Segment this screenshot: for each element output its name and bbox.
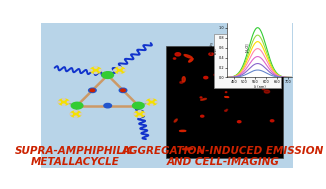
Circle shape <box>70 111 81 117</box>
Ellipse shape <box>214 74 216 75</box>
Circle shape <box>138 116 141 118</box>
Circle shape <box>146 99 157 105</box>
Circle shape <box>155 101 158 103</box>
Circle shape <box>104 103 111 108</box>
FancyBboxPatch shape <box>214 34 281 88</box>
Circle shape <box>143 113 146 115</box>
Ellipse shape <box>204 76 208 79</box>
Ellipse shape <box>180 81 183 83</box>
Ellipse shape <box>184 55 192 58</box>
Circle shape <box>90 70 92 71</box>
Ellipse shape <box>275 72 278 74</box>
Circle shape <box>118 67 121 68</box>
Circle shape <box>71 102 83 109</box>
FancyBboxPatch shape <box>33 18 301 173</box>
Circle shape <box>63 104 65 106</box>
Text: [H₂O]: [H₂O] <box>245 43 249 52</box>
Circle shape <box>79 113 82 115</box>
Circle shape <box>90 67 101 73</box>
Circle shape <box>133 102 144 109</box>
Circle shape <box>138 111 141 112</box>
Ellipse shape <box>237 121 241 123</box>
Circle shape <box>95 72 97 74</box>
Text: METALLACYCLE: METALLACYCLE <box>30 157 119 167</box>
Ellipse shape <box>262 88 265 90</box>
Ellipse shape <box>189 59 193 62</box>
Circle shape <box>58 99 69 105</box>
Ellipse shape <box>225 110 227 111</box>
Circle shape <box>75 111 77 112</box>
Circle shape <box>89 88 96 93</box>
Text: SUPRA-AMPHIPHILIC: SUPRA-AMPHIPHILIC <box>15 146 135 156</box>
Ellipse shape <box>274 66 276 67</box>
Circle shape <box>58 101 60 103</box>
Ellipse shape <box>226 109 228 110</box>
Circle shape <box>134 113 136 115</box>
Ellipse shape <box>274 52 276 53</box>
Ellipse shape <box>183 148 193 150</box>
Ellipse shape <box>173 58 176 59</box>
Circle shape <box>70 113 72 115</box>
Circle shape <box>150 104 153 106</box>
X-axis label: λ (nm): λ (nm) <box>254 85 266 89</box>
Ellipse shape <box>225 92 227 93</box>
Circle shape <box>67 101 70 103</box>
Ellipse shape <box>174 119 177 122</box>
Ellipse shape <box>175 53 181 56</box>
Ellipse shape <box>182 77 185 82</box>
Circle shape <box>119 88 127 93</box>
Ellipse shape <box>270 120 274 122</box>
Circle shape <box>102 72 113 78</box>
Y-axis label: PL intensity
(a.u.): PL intensity (a.u.) <box>210 42 218 58</box>
FancyBboxPatch shape <box>166 46 283 158</box>
Circle shape <box>90 89 95 92</box>
Circle shape <box>145 101 148 103</box>
Ellipse shape <box>209 53 213 55</box>
Ellipse shape <box>225 97 229 98</box>
Circle shape <box>118 72 121 74</box>
Circle shape <box>121 89 125 92</box>
Text: AND CELL-IMAGING: AND CELL-IMAGING <box>166 157 279 167</box>
Circle shape <box>114 67 125 73</box>
Circle shape <box>114 70 116 71</box>
Text: AGGREGATION-INDUCED EMISSION: AGGREGATION-INDUCED EMISSION <box>122 146 324 156</box>
Circle shape <box>63 99 65 100</box>
Ellipse shape <box>180 130 186 132</box>
Circle shape <box>75 116 77 118</box>
Ellipse shape <box>248 73 250 74</box>
Ellipse shape <box>201 98 206 100</box>
Ellipse shape <box>200 115 204 117</box>
Circle shape <box>134 111 145 117</box>
Ellipse shape <box>200 97 202 98</box>
Ellipse shape <box>200 150 203 152</box>
Circle shape <box>99 70 102 71</box>
Ellipse shape <box>264 90 270 93</box>
Circle shape <box>95 67 97 68</box>
Circle shape <box>150 99 153 100</box>
Circle shape <box>123 70 126 71</box>
